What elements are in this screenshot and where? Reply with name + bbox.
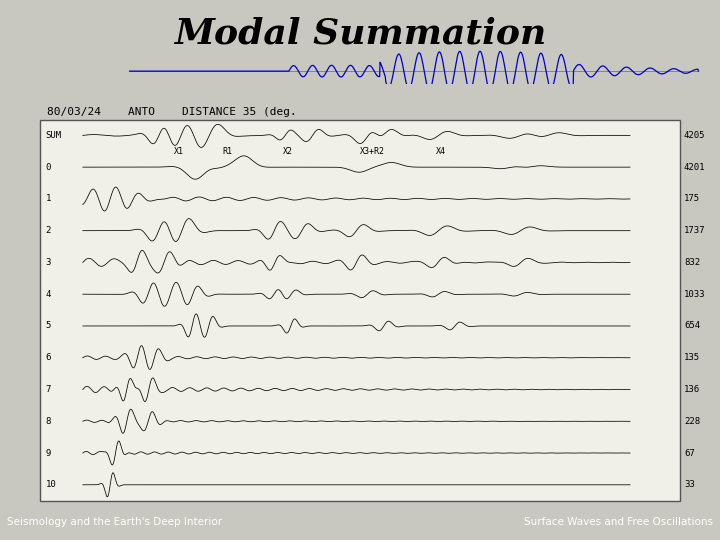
Text: 175: 175 [684,194,700,204]
Text: X2: X2 [283,147,293,156]
Text: X4: X4 [436,147,446,156]
Text: 1737: 1737 [684,226,706,235]
Text: Modal Summation: Modal Summation [174,17,546,50]
Text: Seismology and the Earth's Deep Interior: Seismology and the Earth's Deep Interior [7,517,222,528]
Text: 135: 135 [684,353,700,362]
Text: 0: 0 [45,163,50,172]
Text: 33: 33 [684,480,695,489]
Text: 654: 654 [684,321,700,330]
Text: 2: 2 [45,226,50,235]
Text: 5: 5 [45,321,50,330]
Text: 7: 7 [45,385,50,394]
Text: Surface Waves and Free Oscillations: Surface Waves and Free Oscillations [523,517,713,528]
Text: 10: 10 [45,480,56,489]
Bar [40,119,680,501]
Text: 1033: 1033 [684,290,706,299]
Text: X1: X1 [174,147,184,156]
Text: 832: 832 [684,258,700,267]
Text: 228: 228 [684,417,700,426]
Text: 3: 3 [45,258,50,267]
Text: 1: 1 [45,194,50,204]
Text: R1: R1 [222,147,233,156]
Text: 6: 6 [45,353,50,362]
Text: 67: 67 [684,449,695,457]
Text: 4201: 4201 [684,163,706,172]
Text: X3+R2: X3+R2 [360,147,385,156]
Text: 80/03/24    ANTO    DISTANCE 35 (deg.: 80/03/24 ANTO DISTANCE 35 (deg. [47,107,297,117]
Text: 9: 9 [45,449,50,457]
Text: 4: 4 [45,290,50,299]
Text: 4205: 4205 [684,131,706,140]
Text: 136: 136 [684,385,700,394]
Text: 8: 8 [45,417,50,426]
Text: SUM: SUM [45,131,61,140]
